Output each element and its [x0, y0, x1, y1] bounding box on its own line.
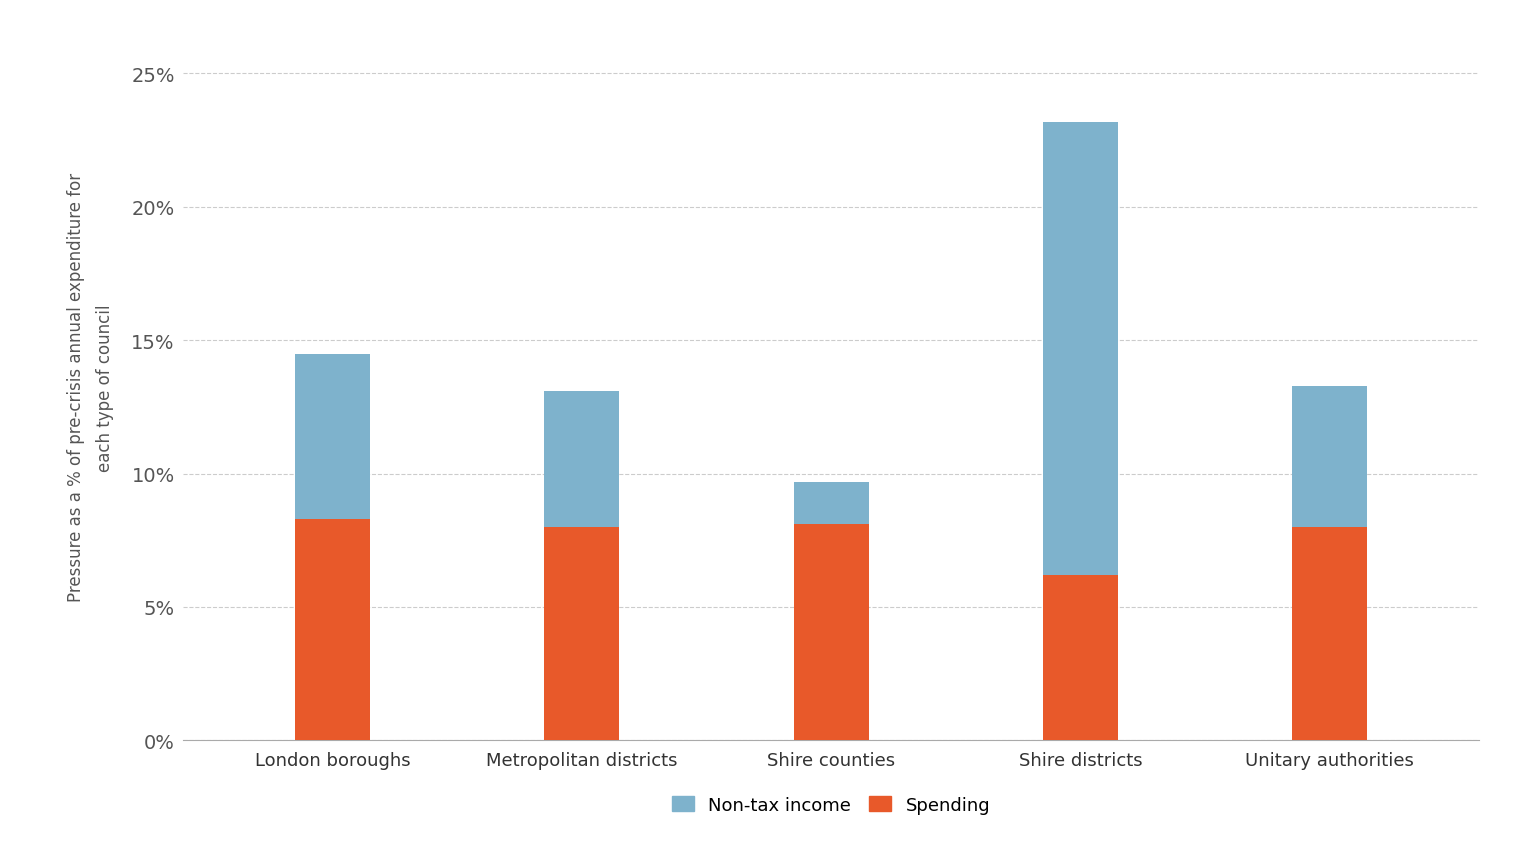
Bar	[544, 527, 619, 740]
Bar	[793, 482, 869, 524]
Bar	[1043, 575, 1118, 740]
Bar	[793, 524, 869, 740]
Bar	[296, 354, 371, 519]
Bar	[1292, 386, 1366, 527]
Bar	[1043, 122, 1118, 575]
Legend: Non-tax income, Spending: Non-tax income, Spending	[663, 787, 999, 823]
Y-axis label: Pressure as a % of pre-crisis annual expenditure for
each type of council: Pressure as a % of pre-crisis annual exp…	[67, 173, 114, 602]
Bar	[544, 392, 619, 527]
Bar	[296, 519, 371, 740]
Bar	[1292, 527, 1366, 740]
